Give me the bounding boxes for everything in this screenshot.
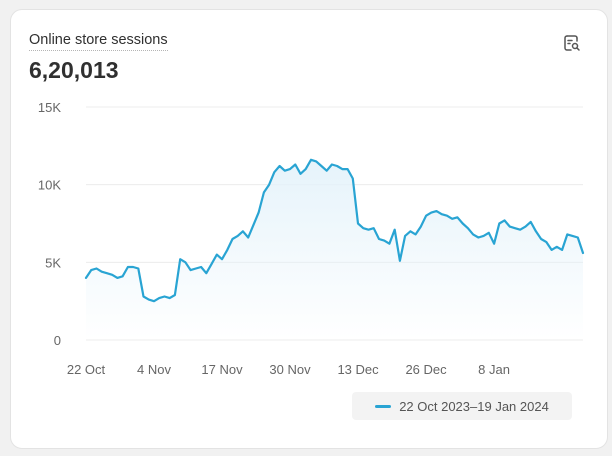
chart-legend[interactable]: 22 Oct 2023–19 Jan 2024 xyxy=(352,392,572,420)
y-tick-label: 10K xyxy=(38,178,61,193)
y-tick-label: 15K xyxy=(38,100,61,115)
x-tick-label: 22 Oct xyxy=(67,362,106,377)
legend-label: 22 Oct 2023–19 Jan 2024 xyxy=(399,398,549,414)
x-tick-label: 30 Nov xyxy=(269,362,311,377)
series-line xyxy=(84,158,585,303)
card-title[interactable]: Online store sessions xyxy=(29,32,168,51)
explore-glyph xyxy=(564,35,580,51)
x-tick-label: 8 Jan xyxy=(478,362,510,377)
sessions-total: 6,20,013 xyxy=(29,57,119,83)
y-tick-label: 5K xyxy=(45,255,61,270)
data-explore-icon[interactable] xyxy=(561,32,583,54)
x-tick-label: 26 Dec xyxy=(405,362,447,377)
y-tick-label: 0 xyxy=(54,333,61,348)
x-tick-label: 17 Nov xyxy=(201,362,243,377)
area-fill xyxy=(86,159,583,340)
x-tick-label: 13 Dec xyxy=(337,362,379,377)
legend-line-swatch xyxy=(375,404,392,408)
x-tick-label: 4 Nov xyxy=(137,362,171,377)
